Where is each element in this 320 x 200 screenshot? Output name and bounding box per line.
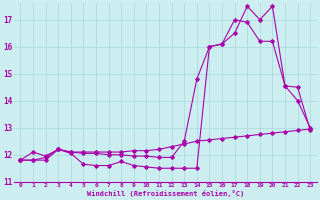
X-axis label: Windchill (Refroidissement éolien,°C): Windchill (Refroidissement éolien,°C) [87, 190, 244, 197]
